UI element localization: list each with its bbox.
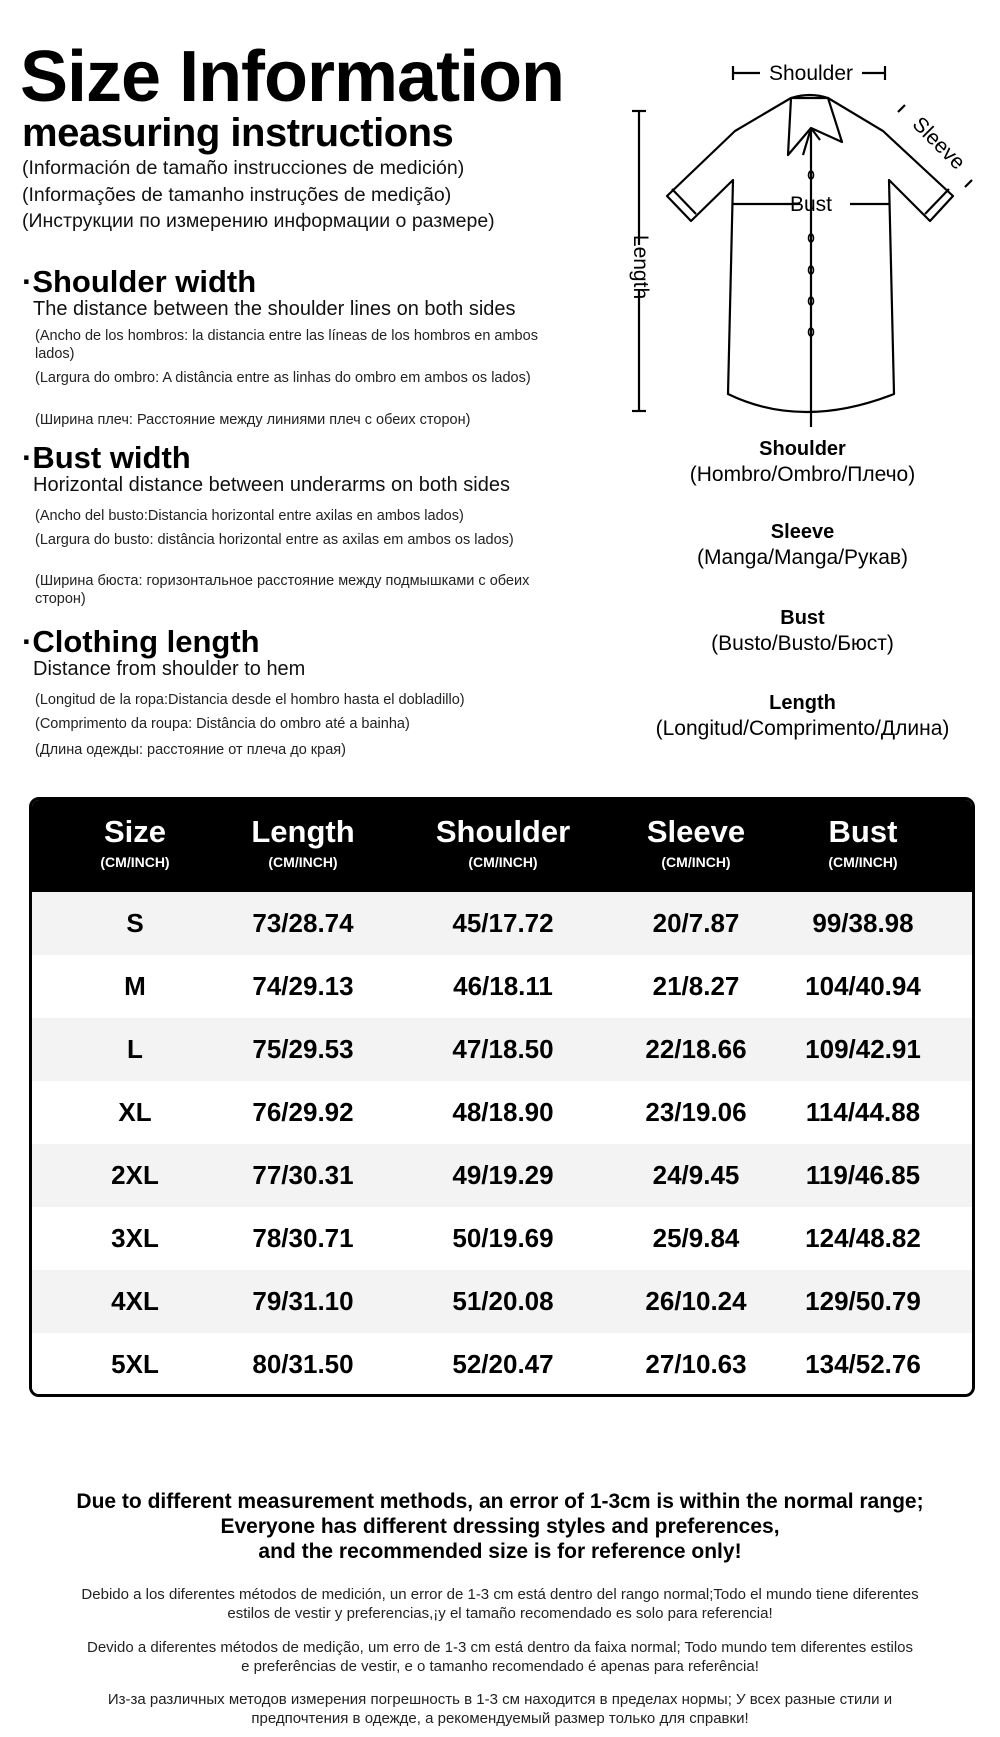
- measurement-cell: 51/20.08: [452, 1286, 554, 1316]
- footer-notice: Due to different measurement methods, an…: [0, 1489, 1000, 1564]
- measurement-cell: 21/8.27: [652, 971, 740, 1001]
- measurement-cell: 119/46.85: [805, 1160, 921, 1190]
- size-cell: XL: [118, 1097, 152, 1127]
- footer-translation-ru: Из-за различных методов измерения погреш…: [107, 1691, 893, 1727]
- section-translation: (Largura do ombro: A distância entre as …: [35, 370, 531, 386]
- table-body: S 73/28.74 45/17.72 20/7.87 99/38.98 M 74/29.1…: [32, 892, 972, 1394]
- section-description-length: Distance from shoulder to hem: [33, 658, 306, 680]
- measurement-cell: 124/48.82: [805, 1223, 921, 1253]
- table-row: S 73/28.74 45/17.72 20/7.87 99/38.98: [32, 892, 972, 955]
- table-row: 5XL 80/31.50 52/20.47 27/10.63 134/52.76: [32, 1333, 972, 1394]
- measurement-cell: 46/18.11: [453, 971, 553, 1001]
- section-translation: (Ancho de los hombros: la distancia entr…: [35, 328, 538, 362]
- notice-line: and the recommended size is for referenc…: [258, 1540, 742, 1563]
- measurement-cell: 20/7.87: [652, 908, 740, 938]
- measurement-cell: 99/38.98: [812, 908, 914, 938]
- measurement-cell: 48/18.90: [452, 1097, 554, 1127]
- size-cell: 4XL: [111, 1286, 159, 1316]
- size-cell: 5XL: [111, 1349, 159, 1379]
- section-heading-shoulder: ·Shoulder width: [22, 264, 257, 299]
- size-cell: S: [126, 908, 144, 938]
- measurement-cell: 78/30.71: [252, 1223, 354, 1253]
- notice-line: Due to different measurement methods, an…: [76, 1490, 924, 1513]
- column-header-size: Size (CM/INCH): [100, 814, 170, 870]
- section-heading-length: ·Clothing length: [22, 624, 260, 659]
- size-cell: L: [127, 1034, 143, 1064]
- legend-item-length: Length (Longitud/Comprimento/Длина): [610, 692, 995, 741]
- column-header-sleeve: Sleeve (CM/INCH): [646, 814, 746, 870]
- measurement-cell: 27/10.63: [645, 1349, 747, 1379]
- measurement-cell: 47/18.50: [452, 1034, 554, 1064]
- legend-label: Length: [769, 692, 836, 714]
- measurement-cell: 80/31.50: [252, 1349, 354, 1379]
- table-row: 2XL 77/30.31 49/19.29 24/9.45 119/46.85: [32, 1144, 972, 1207]
- legend-translation: (Longitud/Comprimento/Длина): [655, 717, 950, 740]
- subtitle-translation-pt: (Informações de tamanho instruções de me…: [22, 184, 452, 206]
- legend-translation: (Manga/Manga/Рукав): [696, 546, 909, 569]
- measurement-cell: 73/28.74: [252, 908, 354, 938]
- table-row: XL 76/29.92 48/18.90 23/19.06 114/44.88: [32, 1081, 972, 1144]
- measurement-cell: 23/19.06: [645, 1097, 747, 1127]
- size-cell: 3XL: [111, 1223, 159, 1253]
- section-heading-bust: ·Bust width: [22, 440, 191, 475]
- measurement-cell: 25/9.84: [652, 1223, 740, 1253]
- table-row: M 74/29.13 46/18.11 21/8.27 104/40.94: [32, 955, 972, 1018]
- subtitle-translation-ru: (Инструкции по измерению информации о ра…: [22, 210, 495, 232]
- measurement-cell: 79/31.10: [252, 1286, 354, 1316]
- section-translation: (Ширина бюста: горизонтальное расстояние…: [35, 573, 530, 607]
- size-table: Size (CM/INCH) Length (CM/INCH) Shoulder (C…: [29, 797, 975, 1397]
- measurement-cell: 75/29.53: [252, 1034, 354, 1064]
- footer-translation-es: Debido a los diferentes métodos de medic…: [81, 1586, 919, 1622]
- legend-label: Bust: [780, 607, 825, 629]
- table-header: Size (CM/INCH) Length (CM/INCH) Shoulder (C…: [32, 800, 972, 892]
- size-cell: M: [124, 971, 146, 1001]
- diagram-length-label: Length: [629, 235, 652, 299]
- section-translation: (Longitud de la ropa:Distancia desde el …: [35, 692, 465, 708]
- diagram-bust-label: Bust: [790, 193, 832, 216]
- shirt-diagram: Shoulder Bust Length Sleeve: [629, 62, 973, 427]
- measurement-cell: 24/9.45: [652, 1160, 740, 1190]
- size-cell: 2XL: [111, 1160, 159, 1190]
- measurement-cell: 114/44.88: [805, 1097, 921, 1127]
- legend-item-shoulder: Shoulder (Hombro/Ombro/Плечо): [610, 438, 995, 487]
- measurement-cell: 77/30.31: [252, 1160, 354, 1190]
- section-translation: (Largura do busto: distância horizontal …: [35, 532, 514, 548]
- footer-translation-pt: Devido a diferentes métodos de medição, …: [87, 1639, 913, 1675]
- section-description-shoulder: The distance between the shoulder lines …: [33, 298, 516, 320]
- section-translation: (Длина одежды: расстояние от плеча до кр…: [35, 742, 346, 758]
- section-translation: (Ancho del busto:Distancia horizontal en…: [35, 508, 464, 524]
- measurement-cell: 22/18.66: [645, 1034, 747, 1064]
- column-header-bust: Bust (CM/INCH): [828, 814, 898, 870]
- section-translation: (Comprimento da roupa: Distância do ombr…: [35, 716, 410, 732]
- table-row: 4XL 79/31.10 51/20.08 26/10.24 129/50.79: [32, 1270, 972, 1333]
- legend-translation: (Busto/Busto/Бюст): [711, 632, 894, 655]
- page-title: Size Information: [20, 37, 565, 117]
- column-header-shoulder: Shoulder (CM/INCH): [435, 814, 571, 870]
- legend-item-sleeve: Sleeve (Manga/Manga/Рукав): [610, 521, 995, 570]
- section-translation: (Ширина плеч: Расстояние между линиями п…: [35, 412, 471, 428]
- table-row: 3XL 78/30.71 50/19.69 25/9.84 124/48.82: [32, 1207, 972, 1270]
- diagram-shoulder-label: Shoulder: [769, 62, 853, 85]
- column-header-length: Length (CM/INCH): [251, 814, 355, 870]
- measurement-cell: 104/40.94: [805, 971, 921, 1001]
- measurement-cell: 50/19.69: [452, 1223, 554, 1253]
- measurement-cell: 52/20.47: [452, 1349, 554, 1379]
- measurement-cell: 129/50.79: [805, 1286, 921, 1316]
- legend-label: Shoulder: [759, 438, 846, 460]
- subtitle-translation-es: (Información de tamaño instrucciones de …: [22, 157, 465, 179]
- measurement-cell: 45/17.72: [452, 908, 554, 938]
- measurement-cell: 109/42.91: [805, 1034, 921, 1064]
- notice-line: Everyone has different dressing styles a…: [220, 1515, 780, 1538]
- legend-translation: (Hombro/Ombro/Плечо): [689, 463, 916, 486]
- legend-label: Sleeve: [770, 521, 835, 543]
- table-row: L 75/29.53 47/18.50 22/18.66 109/42.91: [32, 1018, 972, 1081]
- legend-item-bust: Bust (Busto/Busto/Бюст): [610, 607, 995, 656]
- measurement-cell: 74/29.13: [252, 971, 354, 1001]
- measurement-cell: 134/52.76: [805, 1349, 921, 1379]
- measurement-cell: 26/10.24: [645, 1286, 747, 1316]
- page-subtitle: measuring instructions: [22, 111, 454, 155]
- section-description-bust: Horizontal distance between underarms on…: [33, 474, 510, 496]
- measurement-cell: 76/29.92: [252, 1097, 354, 1127]
- measurement-cell: 49/19.29: [452, 1160, 554, 1190]
